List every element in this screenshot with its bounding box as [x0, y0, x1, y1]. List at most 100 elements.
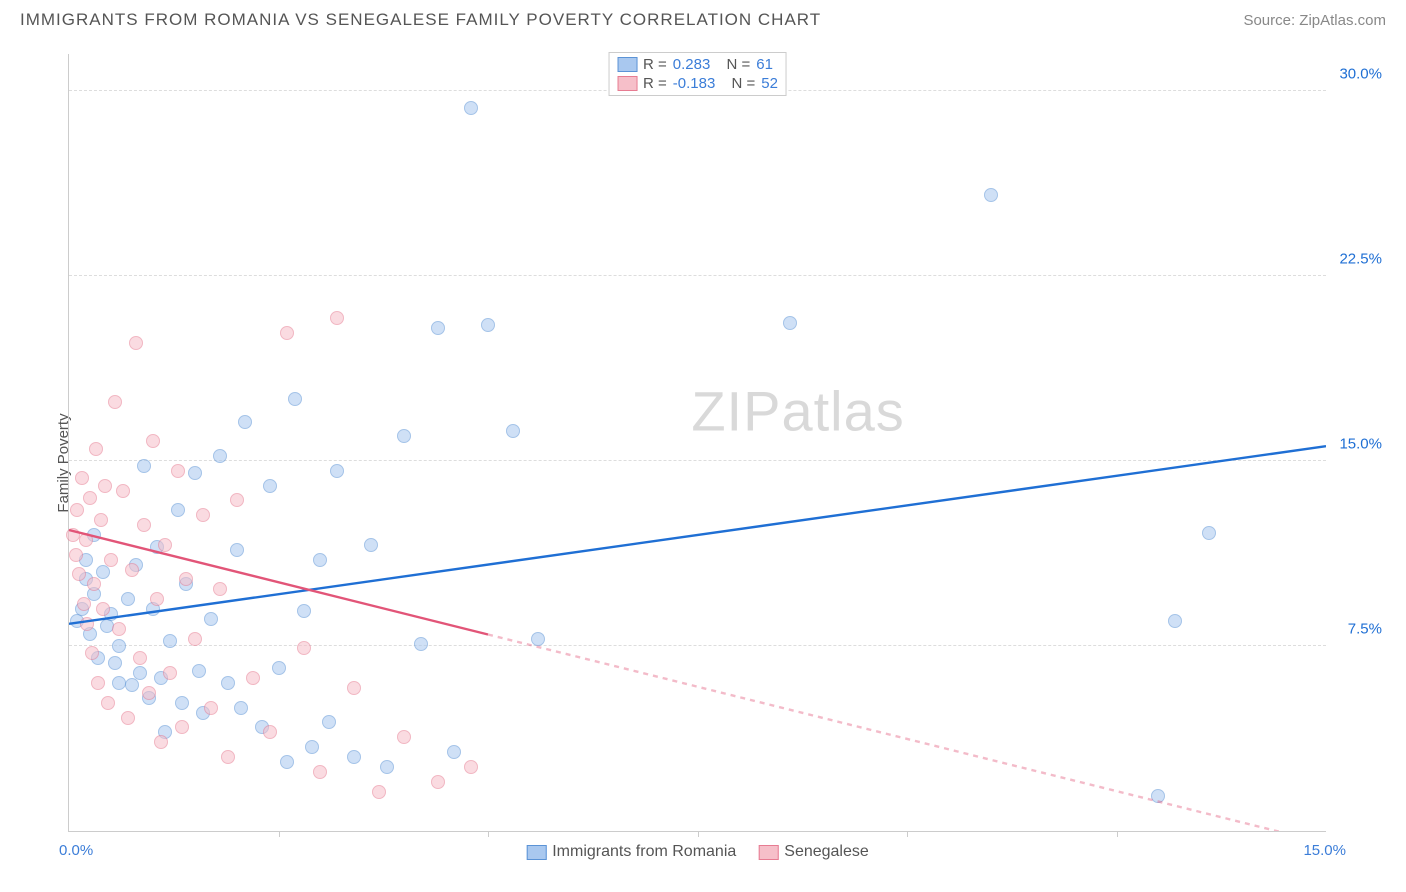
- data-point-romania: [288, 392, 302, 406]
- data-point-romania: [230, 543, 244, 557]
- data-point-senegalese: [101, 696, 115, 710]
- data-point-senegalese: [133, 651, 147, 665]
- data-point-senegalese: [280, 326, 294, 340]
- x-min-label: 0.0%: [59, 842, 93, 859]
- legend-row-senegalese: R = -0.183 N = 52: [615, 74, 780, 93]
- data-point-senegalese: [69, 548, 83, 562]
- data-point-senegalese: [313, 765, 327, 779]
- data-point-romania: [397, 429, 411, 443]
- data-point-senegalese: [91, 676, 105, 690]
- data-point-romania: [447, 745, 461, 759]
- n-value: 52: [761, 75, 778, 92]
- data-point-romania: [234, 701, 248, 715]
- data-point-romania: [125, 678, 139, 692]
- chart-title: IMMIGRANTS FROM ROMANIA VS SENEGALESE FA…: [20, 10, 821, 30]
- data-point-romania: [783, 316, 797, 330]
- data-point-romania: [171, 503, 185, 517]
- swatch-romania-icon: [526, 845, 546, 860]
- data-point-senegalese: [213, 582, 227, 596]
- data-point-romania: [121, 592, 135, 606]
- data-point-senegalese: [104, 553, 118, 567]
- data-point-romania: [175, 696, 189, 710]
- data-point-senegalese: [372, 785, 386, 799]
- data-point-senegalese: [175, 720, 189, 734]
- swatch-senegalese-icon: [758, 845, 778, 860]
- x-max-label: 15.0%: [1303, 842, 1346, 859]
- data-point-senegalese: [397, 730, 411, 744]
- data-point-senegalese: [221, 750, 235, 764]
- data-point-romania: [1202, 526, 1216, 540]
- legend-item-senegalese: Senegalese: [758, 843, 869, 861]
- data-point-romania: [221, 676, 235, 690]
- regression-line-senegalese: [69, 530, 488, 634]
- r-label: R =: [643, 75, 667, 92]
- data-point-romania: [322, 715, 336, 729]
- data-point-romania: [108, 656, 122, 670]
- data-point-senegalese: [87, 577, 101, 591]
- data-point-romania: [330, 464, 344, 478]
- data-point-romania: [313, 553, 327, 567]
- data-point-romania: [272, 661, 286, 675]
- plot-area: ZIPatlas R = 0.283 N = 61 R = -0.183 N =…: [68, 54, 1326, 832]
- legend-series: Immigrants from Romania Senegalese: [526, 843, 869, 861]
- data-point-romania: [280, 755, 294, 769]
- data-point-senegalese: [108, 395, 122, 409]
- legend-stats: R = 0.283 N = 61 R = -0.183 N = 52: [608, 52, 787, 96]
- data-point-senegalese: [330, 311, 344, 325]
- regression-line-romania: [69, 446, 1326, 624]
- data-point-romania: [464, 101, 478, 115]
- watermark-atlas: atlas: [781, 380, 904, 443]
- data-point-romania: [133, 666, 147, 680]
- data-point-senegalese: [188, 632, 202, 646]
- data-point-romania: [506, 424, 520, 438]
- gridline-h: [69, 645, 1326, 646]
- data-point-senegalese: [171, 464, 185, 478]
- data-point-senegalese: [80, 617, 94, 631]
- data-point-romania: [347, 750, 361, 764]
- data-point-romania: [137, 459, 151, 473]
- r-label: R =: [643, 56, 667, 73]
- data-point-senegalese: [83, 491, 97, 505]
- series-label: Immigrants from Romania: [552, 843, 736, 861]
- data-point-senegalese: [70, 503, 84, 517]
- data-point-romania: [213, 449, 227, 463]
- regression-line-senegalese-dashed: [488, 634, 1326, 831]
- gridline-h: [69, 460, 1326, 461]
- y-tick-label: 30.0%: [1339, 66, 1382, 83]
- data-point-romania: [414, 637, 428, 651]
- data-point-senegalese: [75, 471, 89, 485]
- data-point-senegalese: [150, 592, 164, 606]
- n-label: N =: [727, 56, 751, 73]
- data-point-senegalese: [125, 563, 139, 577]
- swatch-senegalese-icon: [617, 76, 637, 91]
- data-point-senegalese: [77, 597, 91, 611]
- data-point-senegalese: [146, 434, 160, 448]
- data-point-romania: [481, 318, 495, 332]
- data-point-senegalese: [116, 484, 130, 498]
- data-point-senegalese: [347, 681, 361, 695]
- data-point-senegalese: [129, 336, 143, 350]
- data-point-romania: [431, 321, 445, 335]
- y-tick-label: 22.5%: [1339, 251, 1382, 268]
- data-point-senegalese: [94, 513, 108, 527]
- data-point-senegalese: [464, 760, 478, 774]
- data-point-senegalese: [79, 533, 93, 547]
- legend-row-romania: R = 0.283 N = 61: [615, 55, 780, 74]
- data-point-senegalese: [163, 666, 177, 680]
- watermark-zip: ZIP: [691, 380, 781, 443]
- data-point-senegalese: [297, 641, 311, 655]
- r-value: -0.183: [673, 75, 716, 92]
- data-point-romania: [1151, 789, 1165, 803]
- x-tick: [279, 831, 280, 837]
- y-tick-label: 15.0%: [1339, 436, 1382, 453]
- x-tick: [1117, 831, 1118, 837]
- x-tick: [907, 831, 908, 837]
- data-point-senegalese: [112, 622, 126, 636]
- data-point-senegalese: [179, 572, 193, 586]
- data-point-romania: [1168, 614, 1182, 628]
- data-point-senegalese: [246, 671, 260, 685]
- r-value: 0.283: [673, 56, 711, 73]
- data-point-senegalese: [85, 646, 99, 660]
- watermark: ZIPatlas: [691, 379, 904, 444]
- data-point-romania: [204, 612, 218, 626]
